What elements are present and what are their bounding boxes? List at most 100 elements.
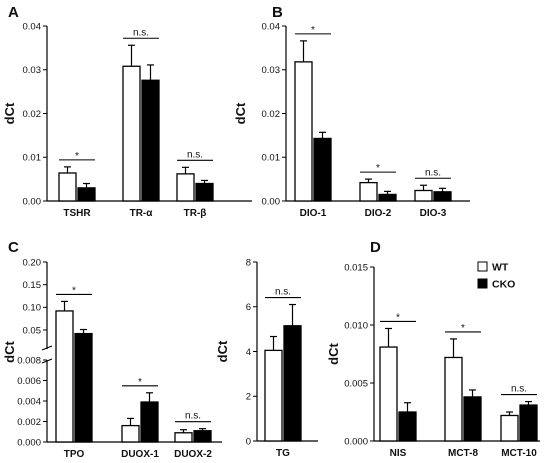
y-tick-label: 0.000 [344,436,368,447]
bar-wt [444,356,463,442]
y-tick-label: 0.02 [23,109,42,120]
bar-cko [140,401,159,443]
bar-wt [379,346,398,442]
panel-d: 0.000 0.005 0.010 0.015 dCt * NIS * MCT-8 n.s. MCT… [326,262,540,459]
bar-wt [122,65,141,202]
y-tick-label: 2 [246,392,251,403]
category-label: DIO-2 [365,208,392,219]
y-tick-label: 0.20 [23,257,42,268]
significance-label: * [461,323,465,334]
y-tick-label: 0.04 [23,21,42,32]
panel-label-b: B [272,4,283,21]
category-label: MCT-8 [448,448,478,459]
y-axis-label: dCt [215,340,230,362]
bar-cko [193,430,212,443]
category-label: TSHR [63,208,91,219]
significance-label: * [72,285,76,296]
y-axis-label: dCt [326,343,341,365]
bar-cko [398,411,417,442]
category-label: DIO-1 [300,208,327,219]
panel-label-c: C [8,239,19,256]
significance-label: n.s. [425,167,441,178]
legend-wt-swatch [477,261,488,272]
y-tick-label: 0.01 [262,153,281,164]
category-label: MCT-10 [501,448,537,459]
panel-b: 0.00 0.01 0.02 0.03 0.04 dCt * DIO-1 * DIO-2 n.s. D… [233,21,470,219]
bar-cko [283,325,302,442]
bar-wt [294,61,313,202]
significance-label: n.s. [187,149,203,160]
y-tick-label: 0.00 [262,196,281,207]
significance-label: * [75,151,79,162]
significance-label: n.s. [511,384,527,395]
bar-wt [414,189,433,202]
bar-wt [359,181,378,202]
panel-c: 0.000 0.002 0.004 0.006 0.008 0.05 0.10 0.15 0.2… [2,257,222,460]
significance-label: n.s. [133,27,149,38]
y-tick-label: 0.00 [23,196,42,207]
axis-break-mark [41,358,53,364]
y-tick-label: 0.01 [23,153,42,164]
category-label: DIO-3 [420,208,447,219]
legend: WT CKO [477,261,515,291]
y-tick-label: 0.03 [23,65,42,76]
y-tick-label: 0.008 [17,355,41,366]
panel-label-a: A [8,4,19,21]
significance-label: * [311,25,315,36]
y-tick-label: 0.10 [23,303,42,314]
y-tick-label: 0.05 [23,325,42,336]
y-tick-label: 0.000 [17,437,41,448]
axis-break-mark [41,345,53,351]
bar-wt [176,173,195,202]
bar-wt [264,349,283,442]
panel-a: 0.00 0.01 0.02 0.03 0.04 dCt * TSHR n.s. TR-α n.s.… [2,21,252,219]
y-tick-label: 0.004 [17,396,41,407]
bar-cko [463,396,482,442]
bar-cko [313,137,332,202]
significance-label: n.s. [185,411,201,422]
bar-cko [74,332,93,443]
legend-cko-swatch [477,278,488,289]
category-label: TR-α [130,208,154,219]
y-tick-label: 6 [246,302,251,313]
y-axis-label: dCt [233,102,248,124]
legend-wt-label: WT [492,262,509,274]
y-tick-label: 0.002 [17,417,41,428]
y-tick-label: 0.005 [344,378,368,389]
bar-cko [77,187,96,202]
y-tick-label: 0.04 [262,21,281,32]
y-tick-label: 4 [246,347,251,358]
bar-cko [141,79,160,202]
legend-cko-label: CKO [492,279,515,291]
y-tick-label: 0.015 [344,262,368,273]
bar-wt [55,310,74,443]
bar-cko [519,404,538,442]
panel-tg: 0 2 4 6 8 dCt n.s. TG [215,257,318,459]
category-label: TG [276,448,290,459]
significance-label: * [138,377,142,388]
bar-wt [58,172,77,202]
significance-label: n.s. [275,287,291,298]
y-tick-label: 0.15 [23,280,42,291]
bar-wt [500,414,519,442]
charts: 0.00 0.01 0.02 0.03 0.04 dCt * TSHR n.s. TR-α n.s.… [2,21,540,460]
y-tick-label: 0.03 [262,65,281,76]
category-label: TR-β [184,208,207,219]
significance-label: * [396,312,400,323]
y-axis-label: dCt [2,102,17,124]
category-label: DUOX-1 [121,449,159,460]
category-label: TPO [64,449,85,460]
bar-wt [121,424,140,443]
bar-cko [378,193,397,202]
category-label: DUOX-2 [174,449,212,460]
category-label: NIS [390,448,407,459]
y-tick-label: 0 [246,436,251,447]
bar-wt [174,432,193,443]
panel-label-d: D [370,239,381,256]
y-tick-label: 8 [246,257,251,268]
bar-cko [195,182,214,202]
bar-cko [433,191,452,202]
y-tick-label: 0.02 [262,109,281,120]
y-tick-label: 0.010 [344,320,368,331]
